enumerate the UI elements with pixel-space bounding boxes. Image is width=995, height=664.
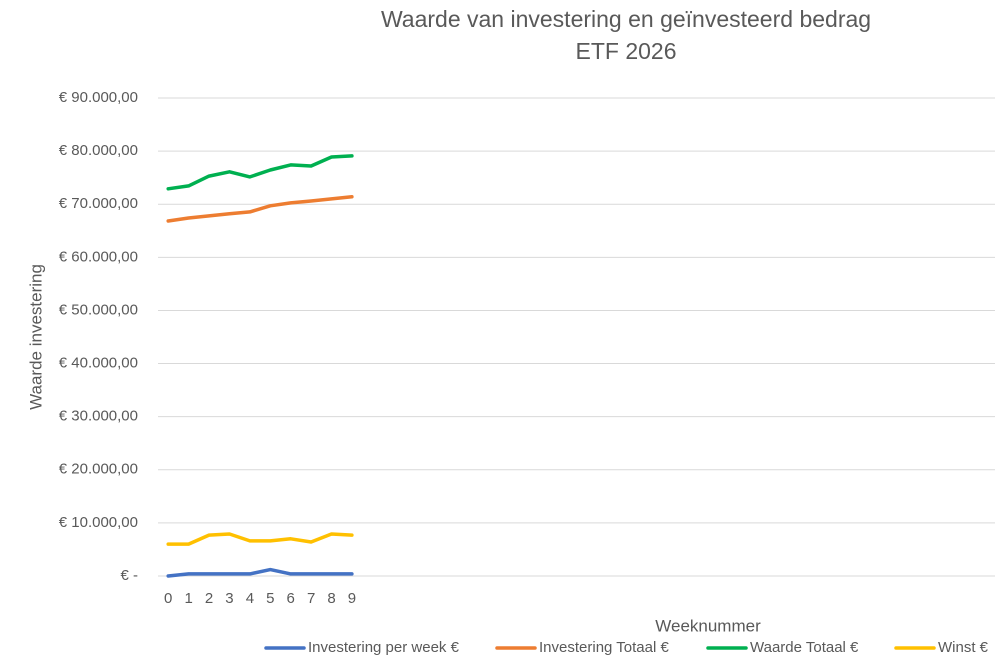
x-tick-label: 3 — [225, 590, 233, 607]
y-tick-label: € 50.000,00 — [59, 301, 138, 318]
y-tick-label: € 90.000,00 — [59, 89, 138, 106]
y-tick-label: € 20.000,00 — [59, 461, 138, 478]
x-tick-label: 2 — [205, 590, 213, 607]
y-tick-label: € 60.000,00 — [59, 248, 138, 265]
y-tick-label: € 80.000,00 — [59, 142, 138, 159]
y-tick-label: € 10.000,00 — [59, 514, 138, 531]
x-tick-label: 8 — [327, 590, 335, 607]
x-tick-label: 9 — [348, 590, 356, 607]
chart-subtitle: ETF 2026 — [576, 38, 677, 64]
x-tick-label: 7 — [307, 590, 315, 607]
y-axis-title: Waarde investering — [26, 264, 45, 410]
x-tick-label: 4 — [246, 590, 254, 607]
x-tick-label: 6 — [287, 590, 295, 607]
y-tick-label: € 40.000,00 — [59, 355, 138, 372]
legend-label: Investering Totaal € — [539, 639, 669, 656]
y-tick-label: € 30.000,00 — [59, 408, 138, 425]
series-line — [166, 532, 354, 546]
legend-label: Waarde Totaal € — [750, 639, 859, 656]
series-line — [166, 567, 354, 578]
y-tick-label: € - — [120, 567, 138, 584]
y-tick-label: € 70.000,00 — [59, 195, 138, 212]
chart-title: Waarde van investering en geïnvesteerd b… — [381, 6, 871, 32]
series-line — [166, 195, 354, 223]
series-line — [166, 154, 354, 191]
x-tick-label: 1 — [184, 590, 192, 607]
x-axis-title: Weeknummer — [655, 616, 761, 635]
x-tick-label: 0 — [164, 590, 172, 607]
x-tick-label: 5 — [266, 590, 274, 607]
legend-label: Investering per week € — [308, 639, 460, 656]
legend-label: Winst € — [938, 639, 989, 656]
